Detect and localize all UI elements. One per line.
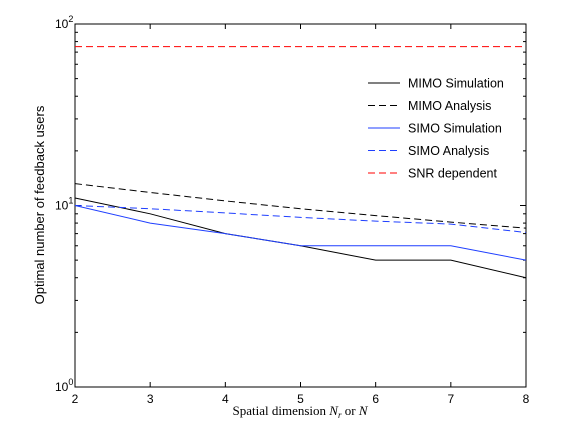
- legend-label: SIMO Simulation: [408, 122, 502, 136]
- legend-label: MIMO Simulation: [408, 77, 504, 91]
- legend-label: SIMO Analysis: [408, 144, 489, 158]
- series-line-3: [74, 205, 527, 233]
- x-tick-label: 8: [523, 392, 530, 406]
- x-axis-label-var1-sub: r: [338, 410, 342, 420]
- x-axis-label-prefix: Spatial dimension: [233, 403, 330, 418]
- x-tick-label: 5: [297, 392, 304, 406]
- x-tick-label: 6: [372, 392, 379, 406]
- y-axis-label: Optimal number of feedback users: [32, 105, 47, 304]
- legend-label: SNR dependent: [408, 167, 497, 181]
- plot-area: [74, 23, 527, 388]
- legend: MIMO Simulation MIMO Analysis SIMO Simulat…: [368, 77, 504, 181]
- y-tick-label: 100: [55, 377, 73, 394]
- series-line-1: [74, 183, 527, 229]
- x-axis-label: Spatial dimension Nr or N: [233, 403, 369, 420]
- y-tick-label: 101: [55, 196, 73, 213]
- x-axis-label-var1: N: [328, 403, 339, 418]
- series-line-2: [74, 205, 527, 261]
- x-tick-label: 3: [147, 392, 154, 406]
- x-axis-label-var2: N: [358, 403, 369, 418]
- legend-label: MIMO Analysis: [408, 99, 491, 113]
- axis-ticks: 2 3 4 5 6 7 8 100 101 102: [55, 14, 530, 406]
- x-tick-label: 4: [222, 392, 229, 406]
- x-tick-label: 7: [447, 392, 454, 406]
- x-tick-label: 2: [72, 392, 79, 406]
- x-axis-label-mid: or: [341, 403, 358, 418]
- y-tick-label: 102: [55, 14, 73, 31]
- series-lines: [74, 46, 527, 279]
